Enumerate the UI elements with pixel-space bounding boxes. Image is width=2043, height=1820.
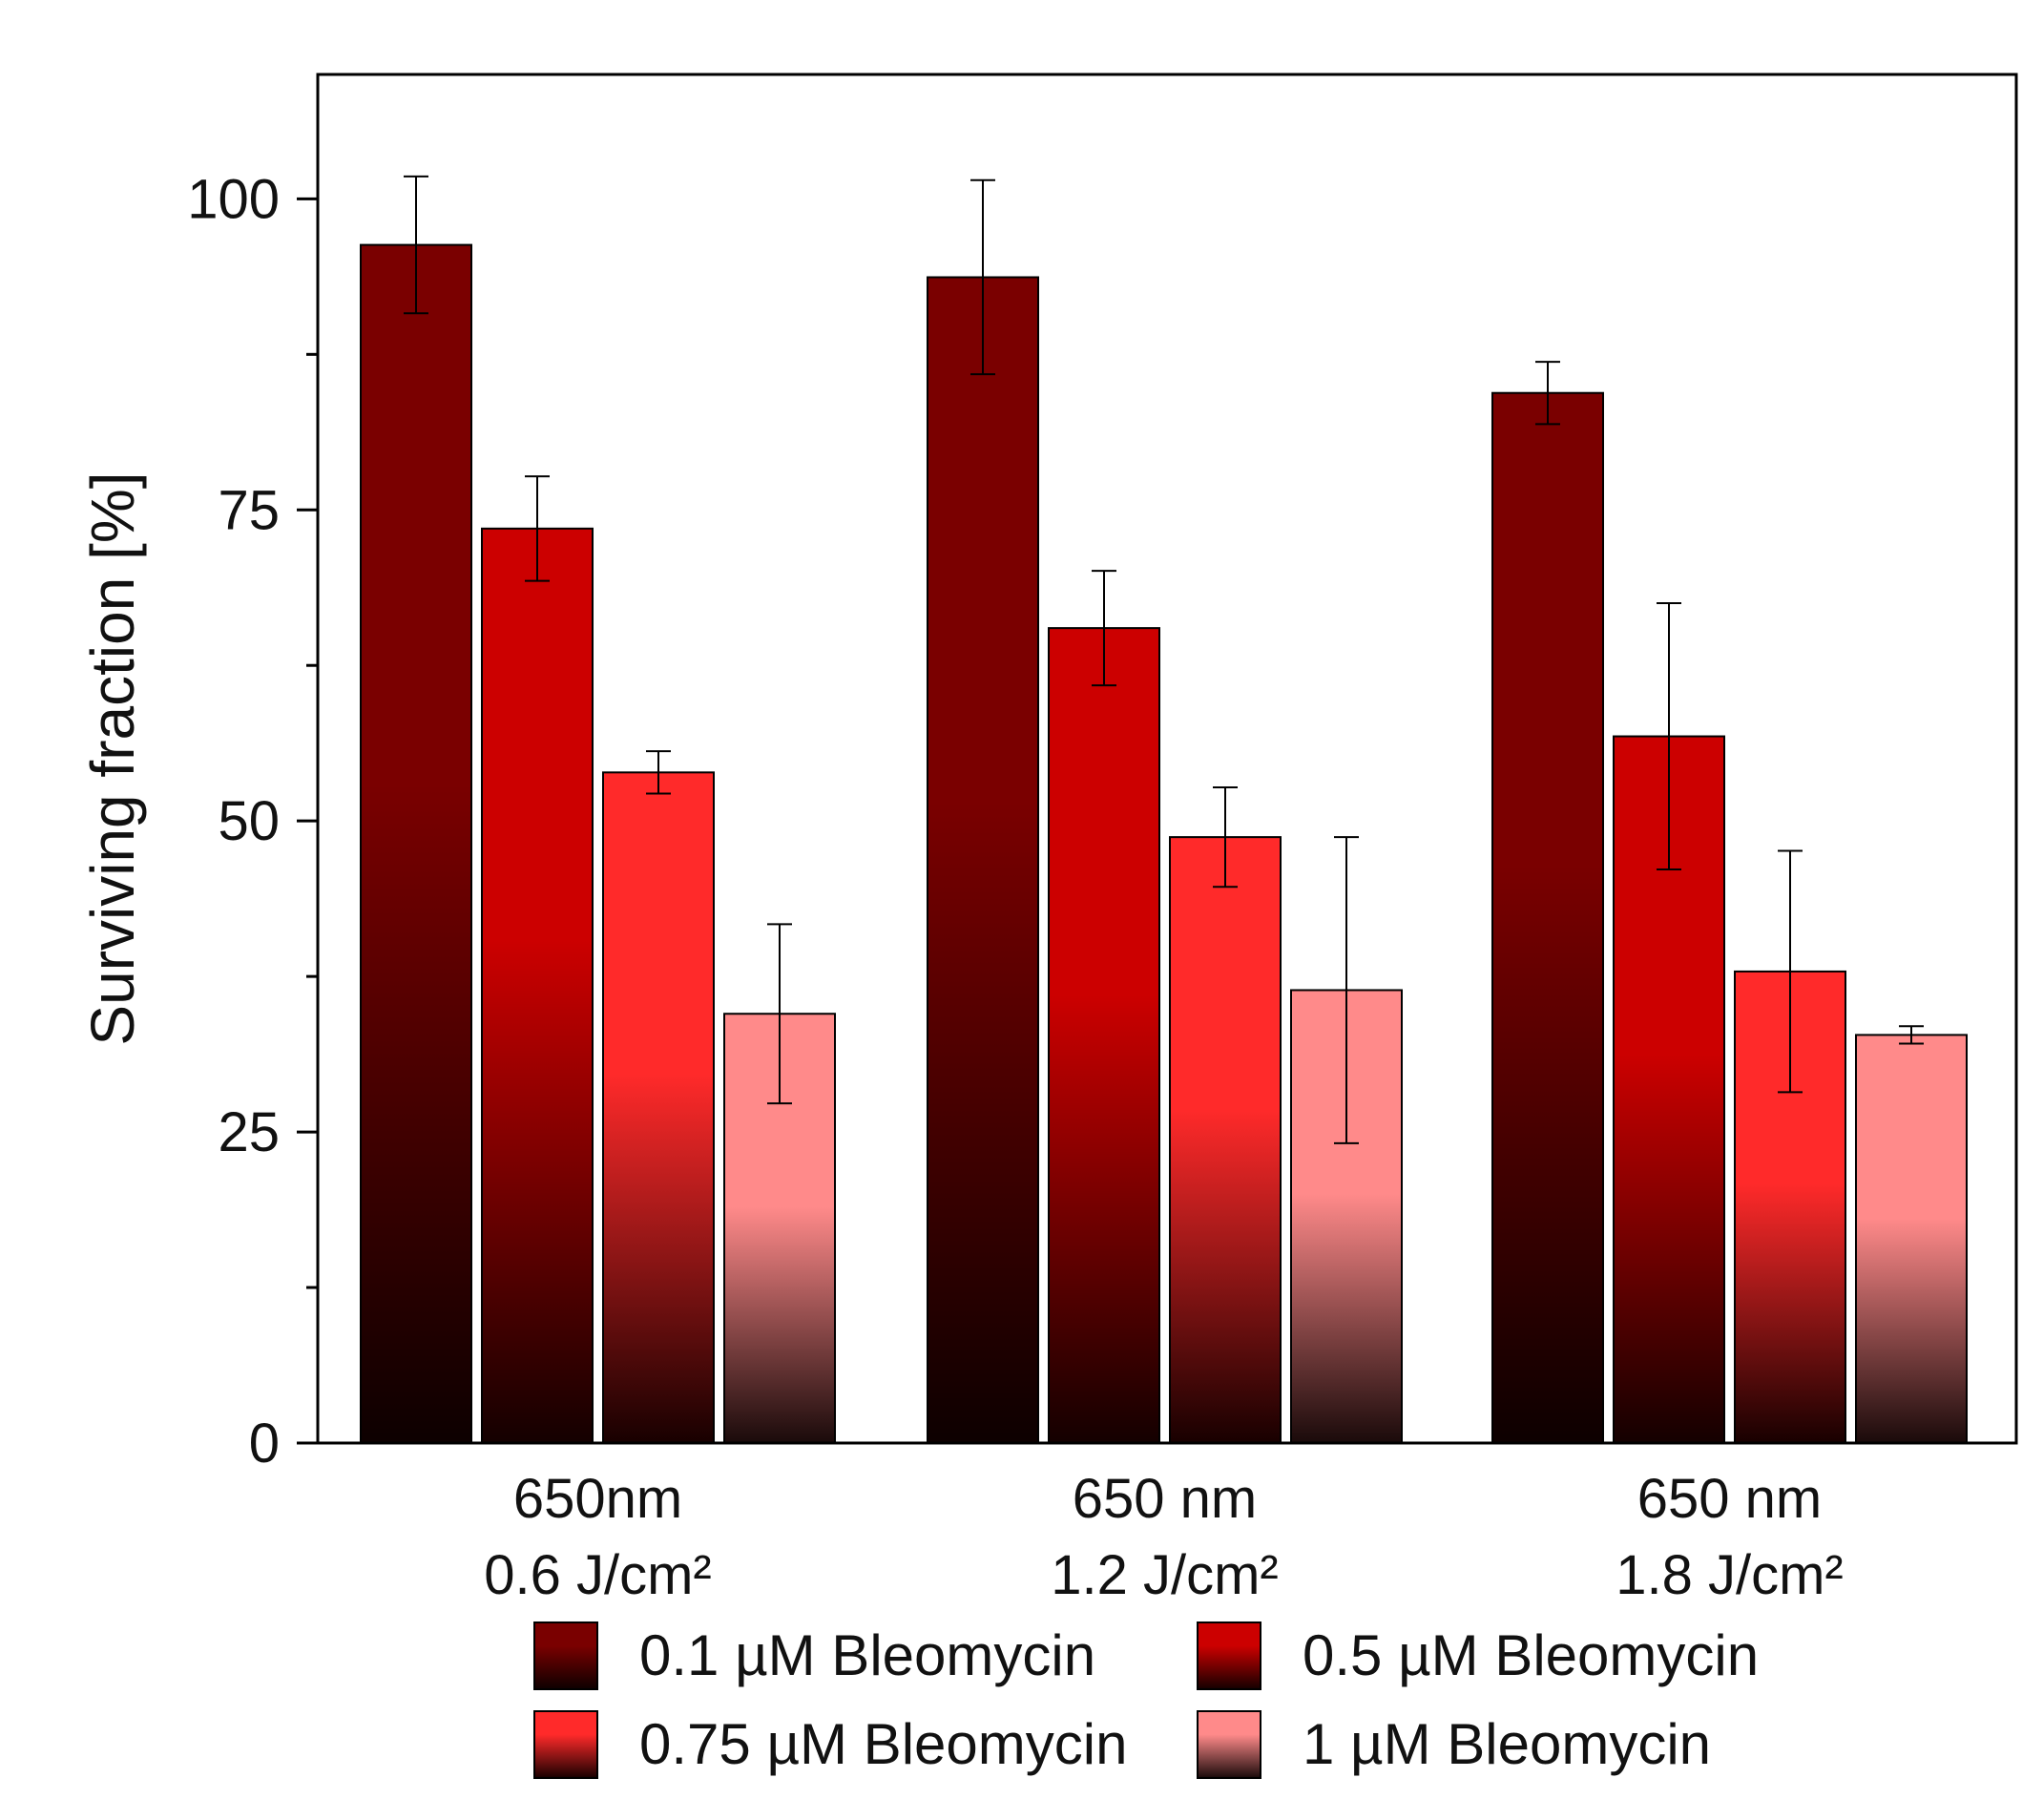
bar-2-series-1 xyxy=(927,276,1039,1445)
x-axis: 650nm 0.6 J/cm² 650 nm 1.2 J/cm² 650 nm 1.8 J… xyxy=(484,1468,1844,1606)
error-bar-1-series-1 xyxy=(404,175,428,315)
bar-2-series-3 xyxy=(1169,836,1282,1444)
error-bar-1-series-3 xyxy=(646,750,671,795)
y-tick-label: 0 xyxy=(249,1412,280,1475)
y-axis-label: Surviving fraction [%] xyxy=(78,471,147,1045)
legend-label-3: 0.75 µM Bleomycin xyxy=(639,1712,1127,1776)
bar-1-series-1 xyxy=(360,243,472,1445)
bar-1-series-2 xyxy=(481,527,594,1444)
legend-label-2: 0.5 µM Bleomycin xyxy=(1303,1623,1759,1687)
bar-1-series-3 xyxy=(602,771,715,1444)
bar-3-series-1 xyxy=(1491,391,1604,1444)
legend-swatch-2 xyxy=(1197,1621,1261,1690)
error-bars-layer xyxy=(404,175,1924,1144)
y-tick-label: 25 xyxy=(218,1101,280,1163)
legend-item-4: 1 µM Bleomycin xyxy=(1197,1710,1711,1779)
legend-item-3: 0.75 µM Bleomycin xyxy=(533,1710,1127,1779)
y-axis: 0 25 50 75 100 xyxy=(187,168,318,1475)
legend-swatch-3 xyxy=(533,1710,598,1779)
error-bar-2-series-1 xyxy=(970,178,995,376)
bar-2-series-2 xyxy=(1048,627,1160,1444)
x-category-label-1-line-2: 0.6 J/cm² xyxy=(484,1544,712,1606)
legend-item-1: 0.1 µM Bleomycin xyxy=(533,1621,1095,1690)
error-bar-1-series-4 xyxy=(767,923,792,1105)
legend-item-2: 0.5 µM Bleomycin xyxy=(1197,1621,1759,1690)
legend-swatch-1 xyxy=(533,1621,598,1690)
error-bar-2-series-3 xyxy=(1213,785,1238,889)
legend: 0.1 µM Bleomycin 0.5 µM Bleomycin 0.75 µM … xyxy=(533,1621,1759,1779)
x-category-label-3-line-1: 650 nm xyxy=(1637,1468,1822,1530)
y-tick-label: 50 xyxy=(218,790,280,852)
legend-swatch-4 xyxy=(1197,1710,1261,1779)
error-bar-2-series-4 xyxy=(1334,836,1359,1144)
legend-label-1: 0.1 µM Bleomycin xyxy=(639,1623,1095,1687)
bars-layer xyxy=(360,243,1968,1445)
x-category-label-2-line-1: 650 nm xyxy=(1073,1468,1257,1530)
y-tick-label: 75 xyxy=(218,479,280,541)
x-category-label-2-line-2: 1.2 J/cm² xyxy=(1051,1544,1279,1606)
bar-3-series-4 xyxy=(1855,1034,1968,1444)
error-bar-3-series-1 xyxy=(1535,361,1560,426)
error-bar-2-series-2 xyxy=(1092,570,1116,687)
error-bar-3-series-2 xyxy=(1657,602,1681,871)
x-category-label-3-line-2: 1.8 J/cm² xyxy=(1616,1544,1844,1606)
y-tick-label: 100 xyxy=(187,168,280,230)
plot-frame xyxy=(316,73,2018,1445)
error-bar-3-series-4 xyxy=(1899,1025,1924,1045)
x-category-label-1-line-1: 650nm xyxy=(513,1468,682,1530)
error-bar-1-series-2 xyxy=(525,475,550,582)
error-bar-3-series-3 xyxy=(1778,849,1803,1094)
legend-label-4: 1 µM Bleomycin xyxy=(1303,1712,1711,1776)
